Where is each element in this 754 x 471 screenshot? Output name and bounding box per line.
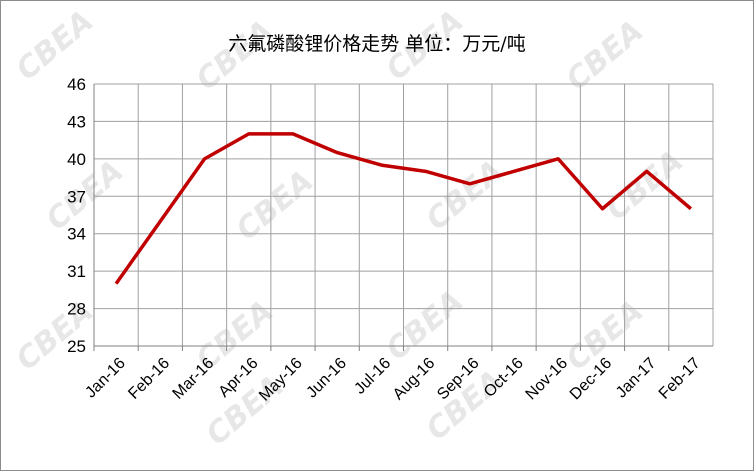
y-tick-label: 46 [67,75,86,94]
x-tick-label: Feb-17 [656,355,704,403]
y-tick-label: 34 [67,225,86,244]
y-tick-label: 40 [67,150,86,169]
x-tick-label: Jul-16 [351,355,394,398]
x-tick-label: Jun-16 [303,355,350,402]
y-tick-label: 25 [67,337,86,356]
x-tick-label: Jan-17 [613,355,660,402]
series-line [114,132,693,285]
y-tick-label: 31 [67,262,86,281]
y-tick-label: 28 [67,300,86,319]
y-tick-label: 37 [67,187,86,206]
x-tick-label: May-16 [256,355,306,405]
x-tick-label: Apr-16 [216,355,262,401]
x-tick-label: Jan-16 [82,355,129,402]
y-tick-label: 43 [67,112,86,131]
x-tick-label: Aug-16 [390,355,439,404]
chart-title: 六氟磷酸锂价格走势 单位：万元/吨 [228,33,526,55]
x-tick-label: Feb-16 [125,355,173,403]
x-tick-label: Sep-16 [434,355,483,404]
x-tick-label: Dec-16 [567,355,616,404]
x-tick-label: Nov-16 [523,355,572,404]
x-tick-label: Oct-16 [481,355,527,401]
x-tick-label: Mar-16 [170,355,218,403]
